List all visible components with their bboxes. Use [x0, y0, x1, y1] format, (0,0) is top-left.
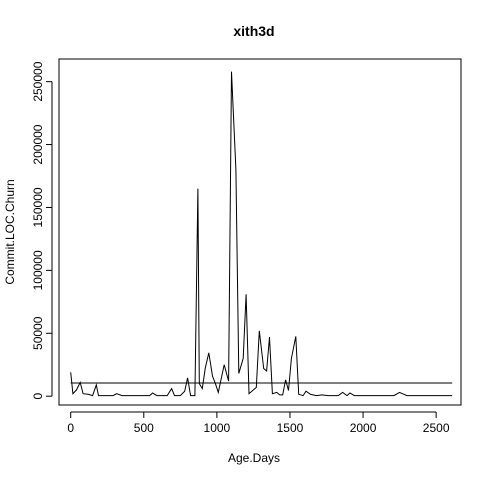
- y-axis: 0 50000 100000 150000 200000 250000: [31, 61, 53, 400]
- x-tick-label: 2500: [423, 421, 450, 435]
- x-tick-label: 500: [134, 421, 154, 435]
- x-tick-label: 1000: [204, 421, 231, 435]
- y-tick-label: 50000: [31, 316, 45, 350]
- y-axis-label: Commit.LOC.Churn: [3, 179, 17, 284]
- x-tick-label: 1500: [277, 421, 304, 435]
- y-tick-label: 200000: [31, 124, 45, 164]
- plot-frame: [58, 58, 462, 406]
- x-axis-label: Age.Days: [228, 451, 280, 465]
- y-tick-label: 250000: [31, 61, 45, 101]
- chart-title: xith3d: [233, 23, 274, 39]
- series-line: [70, 71, 453, 397]
- y-tick-label: 0: [31, 393, 45, 400]
- x-tick-label: 0: [67, 421, 74, 435]
- y-tick-label: 100000: [31, 250, 45, 290]
- y-tick-label: 150000: [31, 187, 45, 227]
- x-tick-label: 2000: [350, 421, 377, 435]
- x-axis: 0 500 1000 1500 2000 2500: [67, 411, 450, 435]
- series-group: [70, 71, 453, 397]
